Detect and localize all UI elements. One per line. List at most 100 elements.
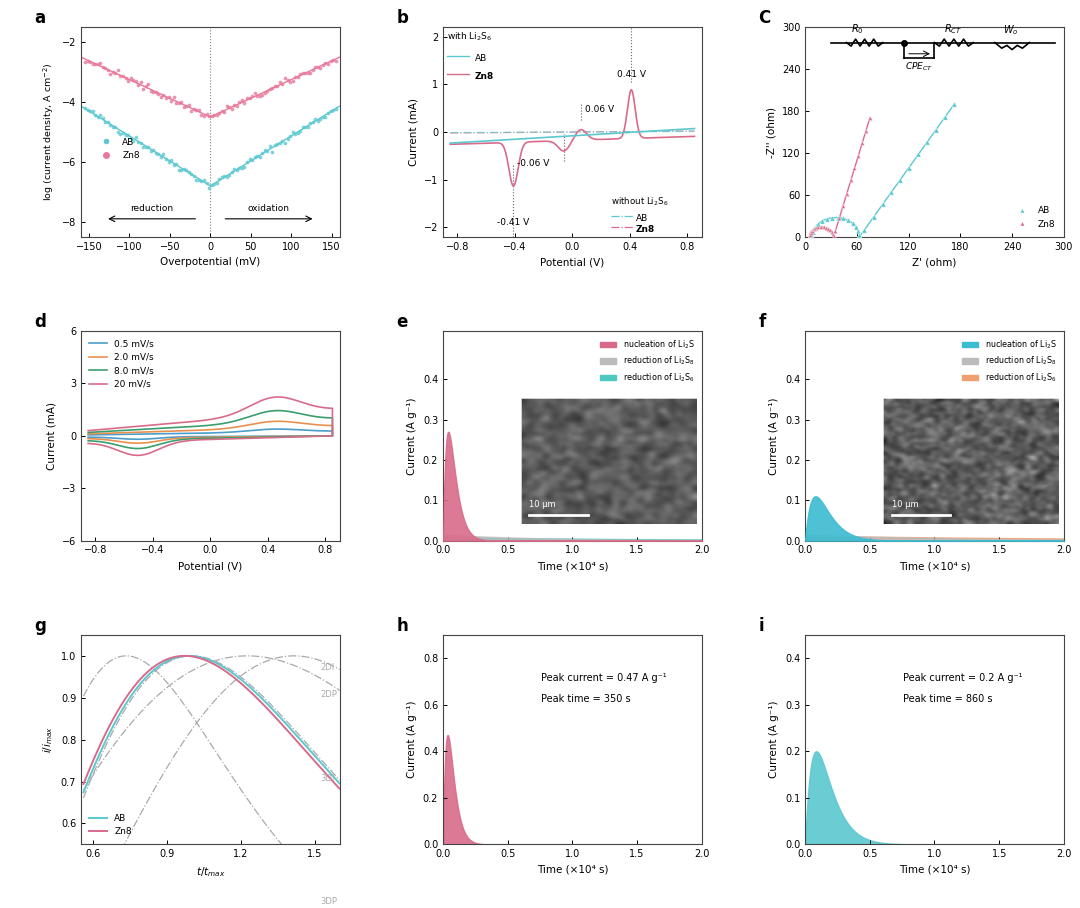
- AB: [122, 694, 135, 705]
- Point: [114, 125, 132, 140]
- Point: [105, 119, 122, 133]
- Point: [822, 223, 839, 238]
- Point: [815, 220, 833, 234]
- Point: [274, 77, 292, 92]
- Point: [139, 140, 157, 154]
- Point: [124, 133, 141, 148]
- Point: [297, 66, 314, 81]
- Point: [258, 143, 275, 158]
- Point: [248, 89, 266, 104]
- Point: [145, 84, 162, 99]
- Point: [228, 163, 245, 178]
- Point: [112, 68, 130, 83]
- Y-axis label: Current (A g⁻¹): Current (A g⁻¹): [407, 397, 417, 475]
- Point: [216, 104, 233, 119]
- Point: [109, 63, 126, 77]
- Point: [919, 134, 936, 149]
- Point: [193, 174, 211, 189]
- Point: [305, 115, 322, 130]
- Point: [180, 97, 198, 112]
- Text: Peak time = 350 s: Peak time = 350 s: [541, 694, 631, 704]
- Text: Zn8: Zn8: [475, 72, 494, 81]
- Point: [839, 213, 856, 228]
- 20 mV/s: [272, 391, 285, 402]
- Point: [218, 99, 235, 114]
- Point: [135, 140, 152, 154]
- Point: [819, 212, 836, 226]
- Point: [327, 102, 345, 116]
- Point: [208, 176, 226, 191]
- Point: [127, 74, 145, 88]
- Point: [254, 146, 271, 161]
- Point: [226, 162, 243, 176]
- Point: [160, 154, 177, 169]
- Point: [235, 95, 253, 110]
- Point: [243, 153, 260, 167]
- 2.0 mV/s: [272, 416, 285, 427]
- Point: [301, 116, 319, 131]
- Point: [251, 149, 268, 163]
- Point: [936, 110, 954, 124]
- Point: [865, 210, 882, 224]
- Point: [162, 153, 179, 167]
- Point: [284, 125, 301, 140]
- Point: [167, 95, 185, 110]
- Point: [173, 94, 190, 109]
- Zn8: [122, 688, 135, 699]
- Legend: AB, Zn8: AB, Zn8: [1009, 202, 1059, 232]
- Line: 0.5 mV/s: 0.5 mV/s: [89, 429, 333, 439]
- Point: [96, 114, 113, 129]
- Point: [312, 112, 329, 126]
- X-axis label: Overpotential (mV): Overpotential (mV): [160, 257, 260, 267]
- Text: $W_o$: $W_o$: [1002, 24, 1018, 37]
- Point: [320, 57, 337, 72]
- 0.5 mV/s: [121, 433, 134, 444]
- Point: [858, 124, 875, 139]
- Point: [86, 57, 104, 72]
- Point: [211, 172, 228, 186]
- Point: [324, 103, 341, 117]
- Point: [162, 94, 179, 108]
- X-axis label: Potential (V): Potential (V): [540, 257, 605, 267]
- Point: [198, 107, 215, 122]
- Text: AB: AB: [475, 54, 487, 63]
- Point: [213, 170, 230, 184]
- 20 mV/s: [287, 394, 300, 405]
- Point: [276, 136, 294, 151]
- Point: [160, 90, 177, 104]
- Point: [292, 67, 309, 82]
- Legend: AB, Zn8: AB, Zn8: [93, 133, 144, 163]
- Point: [143, 84, 160, 99]
- 20 mV/s: [96, 440, 109, 451]
- X-axis label: Time (×10⁴ s): Time (×10⁴ s): [899, 864, 970, 874]
- Point: [190, 104, 207, 118]
- Text: i: i: [758, 617, 765, 635]
- Point: [180, 165, 198, 180]
- Point: [825, 229, 842, 243]
- Point: [269, 137, 286, 152]
- Point: [147, 146, 164, 161]
- Zn8: [228, 673, 241, 684]
- Point: [284, 74, 301, 88]
- Point: [122, 131, 139, 145]
- 0.5 mV/s: [82, 431, 95, 442]
- Legend: nucleation of Li$_2$S, reduction of Li$_2$S$_8$, reduction of Li$_2$S$_6$: nucleation of Li$_2$S, reduction of Li$_…: [597, 335, 698, 387]
- Point: [309, 114, 326, 128]
- Point: [312, 61, 329, 75]
- Text: b: b: [396, 9, 408, 27]
- 20 mV/s: [215, 433, 228, 444]
- Point: [165, 158, 183, 173]
- Point: [264, 145, 281, 160]
- AB: [333, 778, 346, 789]
- Text: oxidation: oxidation: [247, 204, 289, 213]
- 8.0 mV/s: [272, 405, 285, 416]
- Y-axis label: Current (A g⁻¹): Current (A g⁻¹): [769, 701, 780, 778]
- Text: Peak current = 0.47 A g⁻¹: Peak current = 0.47 A g⁻¹: [541, 673, 667, 683]
- Point: [92, 55, 109, 70]
- Point: [307, 112, 324, 126]
- Point: [258, 84, 275, 98]
- Point: [175, 162, 192, 176]
- Point: [228, 99, 245, 114]
- Point: [820, 222, 837, 236]
- Y-axis label: Current (mA): Current (mA): [408, 98, 418, 166]
